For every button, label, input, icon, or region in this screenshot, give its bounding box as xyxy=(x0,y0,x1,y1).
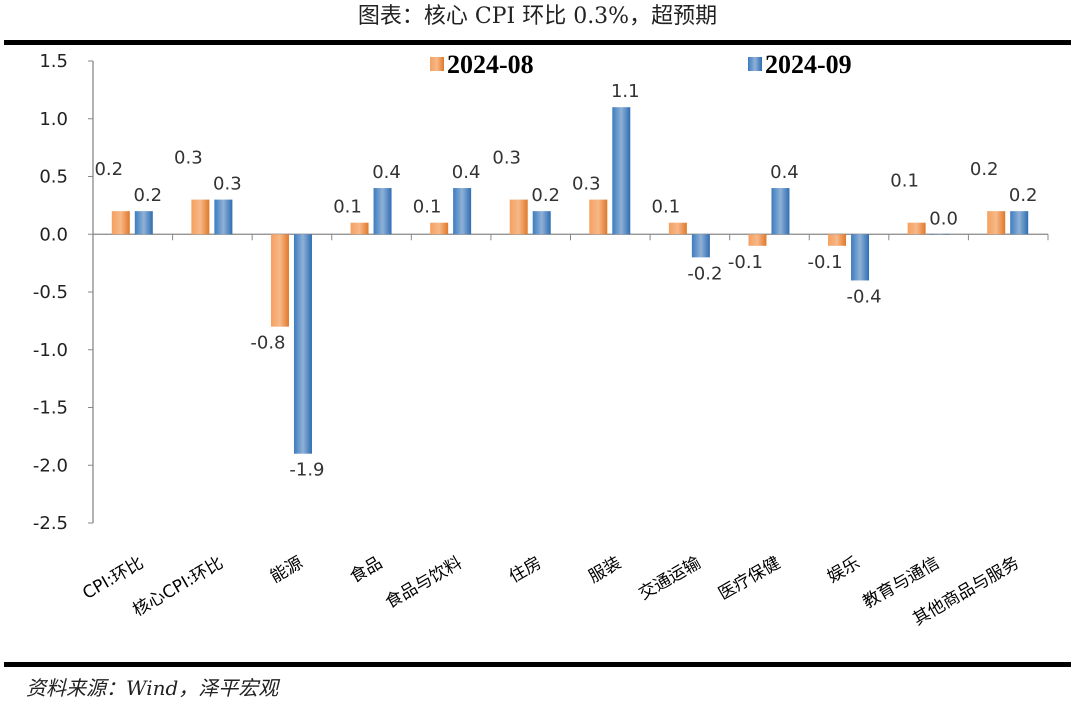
legend-label: 2024-08 xyxy=(447,50,534,79)
y-tick-label: -2.0 xyxy=(33,455,68,476)
y-tick-label: -0.5 xyxy=(33,282,68,303)
bar-2024-08 xyxy=(828,234,847,246)
data-label: 0.2 xyxy=(970,159,999,180)
data-label: -0.2 xyxy=(687,263,722,284)
bar-2024-08 xyxy=(270,234,289,327)
y-tick-label: 0.5 xyxy=(39,167,68,188)
data-label: 0.3 xyxy=(213,174,242,195)
x-category-label: 能源 xyxy=(267,553,306,587)
bar-2024-08 xyxy=(748,234,767,246)
data-label: 0.1 xyxy=(333,197,362,218)
x-category-label: 核心CPI:环比 xyxy=(130,553,227,621)
data-label: 0.1 xyxy=(890,171,919,192)
data-label: 0.2 xyxy=(531,185,560,206)
bar-2024-09 xyxy=(293,234,312,454)
data-label: 0.3 xyxy=(174,148,203,169)
data-label: 1.1 xyxy=(611,81,640,102)
data-label: 0.2 xyxy=(1009,185,1038,206)
bar-2024-08 xyxy=(589,199,608,235)
bar-2024-09 xyxy=(453,188,472,235)
x-category-label: 医疗保健 xyxy=(715,553,784,604)
y-tick-label: 1.0 xyxy=(39,109,68,130)
source-note: 资料来源：Wind，泽平宏观 xyxy=(26,676,279,700)
data-label: -0.8 xyxy=(250,333,285,354)
data-label: -1.9 xyxy=(289,460,324,481)
bar-2024-08 xyxy=(191,199,210,235)
data-label: 0.4 xyxy=(452,162,481,183)
top-rule xyxy=(4,40,1071,45)
bar-2024-08 xyxy=(668,222,687,235)
data-label: -0.1 xyxy=(807,252,842,273)
data-label: 0.1 xyxy=(413,197,442,218)
data-label: 0.4 xyxy=(770,162,799,183)
bar-2024-08 xyxy=(350,222,369,235)
bar-2024-09 xyxy=(691,234,710,258)
y-tick-label: -1.5 xyxy=(33,398,68,419)
legend-swatch-2024-09 xyxy=(748,57,762,71)
x-category-label: 食品 xyxy=(347,553,386,587)
data-label: 0.3 xyxy=(572,174,601,195)
bar-2024-09 xyxy=(930,234,949,235)
data-label: 0.1 xyxy=(652,197,681,218)
bar-2024-08 xyxy=(430,222,449,235)
bottom-rule xyxy=(4,662,1071,667)
data-label: 0.0 xyxy=(929,208,958,229)
legend-label: 2024-09 xyxy=(765,50,852,79)
bar-2024-09 xyxy=(214,199,233,235)
x-category-label: 食品与饮料 xyxy=(382,553,466,613)
bar-2024-09 xyxy=(771,188,790,235)
bar-2024-09 xyxy=(373,188,392,235)
data-label: 0.2 xyxy=(94,159,123,180)
bar-2024-08 xyxy=(987,211,1006,235)
bar-2024-09 xyxy=(851,234,870,281)
data-label: 0.2 xyxy=(133,185,162,206)
data-label: 0.3 xyxy=(492,148,521,169)
x-category-label: 娱乐 xyxy=(824,553,863,587)
bar-2024-08 xyxy=(509,199,528,235)
bar-2024-08 xyxy=(907,222,926,235)
y-tick-label: -1.0 xyxy=(33,340,68,361)
y-tick-label: 1.5 xyxy=(39,51,68,72)
y-tick-label: 0.0 xyxy=(39,224,68,245)
bar-2024-09 xyxy=(612,107,631,235)
chart-title: 图表：核心 CPI 环比 0.3%，超预期 xyxy=(357,4,718,29)
y-tick-label: -2.5 xyxy=(33,513,68,534)
x-category-label: CPI:环比 xyxy=(79,553,147,604)
bar-2024-09 xyxy=(1010,211,1029,235)
bar-2024-08 xyxy=(111,211,130,235)
bar-2024-09 xyxy=(532,211,551,235)
x-category-label: 交通运输 xyxy=(635,553,704,604)
data-label: 0.4 xyxy=(372,162,401,183)
data-label: -0.1 xyxy=(728,252,763,273)
legend-swatch-2024-08 xyxy=(430,57,444,71)
bar-2024-09 xyxy=(134,211,153,235)
x-category-label: 住房 xyxy=(506,553,545,587)
data-label: -0.4 xyxy=(846,286,881,307)
x-category-label: 服装 xyxy=(585,553,624,587)
